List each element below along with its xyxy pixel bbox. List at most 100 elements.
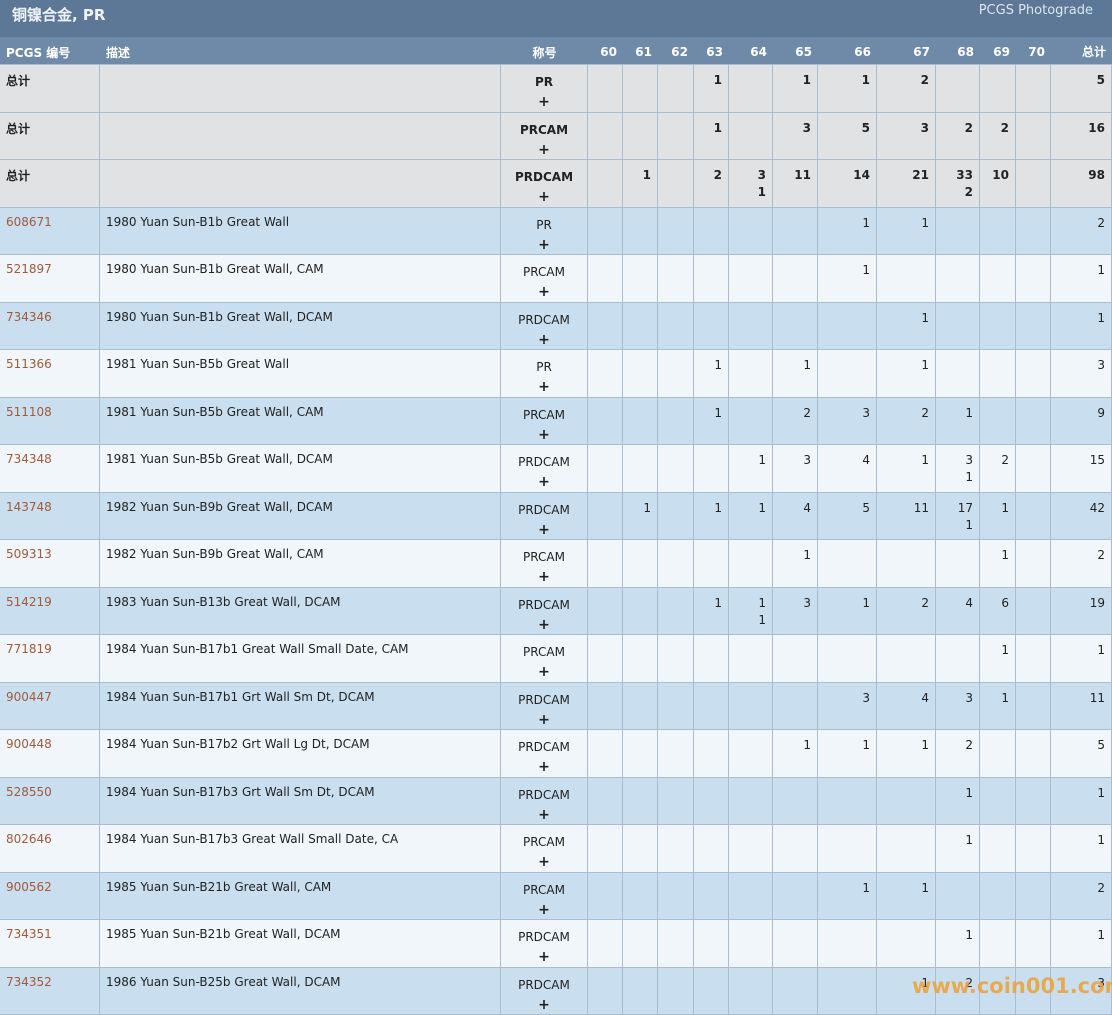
designation: PRCAM bbox=[507, 832, 581, 852]
pcgs-code[interactable]: 514219 bbox=[6, 595, 52, 609]
total-cell: 9 bbox=[1051, 398, 1112, 445]
photograde-link[interactable]: PCGS Photograde bbox=[979, 3, 1093, 18]
grade-count: 2 bbox=[986, 120, 1009, 137]
grade-cell bbox=[588, 350, 623, 397]
pcgs-code[interactable]: 900447 bbox=[6, 690, 52, 704]
expand-button[interactable]: + bbox=[507, 92, 581, 112]
description-cell: 1981 Yuan Sun-B5b Great Wall, CAM bbox=[100, 398, 501, 445]
pcgs-code[interactable]: 771819 bbox=[6, 642, 52, 656]
expand-button[interactable]: + bbox=[507, 615, 581, 635]
grade-cell bbox=[1016, 160, 1051, 207]
grade-cell bbox=[980, 778, 1016, 825]
grade-count: 1 bbox=[824, 215, 870, 232]
designation-cell: PRDCAM+ bbox=[501, 778, 588, 825]
expand-button[interactable]: + bbox=[507, 520, 581, 540]
code-cell: 734351 bbox=[0, 920, 100, 967]
grade-count: 1 bbox=[942, 405, 973, 422]
grade-cell bbox=[623, 540, 658, 587]
designation-cell: PRCAM+ bbox=[501, 113, 588, 160]
grade-cell bbox=[877, 635, 936, 682]
expand-button[interactable]: + bbox=[507, 187, 581, 207]
grade-cell bbox=[588, 730, 623, 777]
total-cell: 1 bbox=[1051, 255, 1112, 302]
column-header: 63 bbox=[694, 37, 729, 64]
grade-cell bbox=[729, 683, 773, 730]
expand-button[interactable]: + bbox=[507, 425, 581, 445]
expand-button[interactable]: + bbox=[507, 757, 581, 777]
grade-cell: 1 bbox=[623, 493, 658, 540]
pcgs-code[interactable]: 521897 bbox=[6, 262, 52, 276]
description: 1984 Yuan Sun-B17b1 Great Wall Small Dat… bbox=[106, 642, 409, 656]
expand-button[interactable]: + bbox=[507, 947, 581, 967]
expand-button[interactable]: + bbox=[507, 662, 581, 682]
expand-button[interactable]: + bbox=[507, 472, 581, 492]
grade-count: 3 bbox=[779, 452, 811, 469]
description: 1981 Yuan Sun-B5b Great Wall, DCAM bbox=[106, 452, 333, 466]
grade-cell bbox=[773, 873, 818, 920]
pcgs-code[interactable]: 511108 bbox=[6, 405, 52, 419]
grade-cell: 3 bbox=[818, 398, 877, 445]
pcgs-code[interactable]: 528550 bbox=[6, 785, 52, 799]
row-total: 11 bbox=[1057, 690, 1105, 707]
grade-cell bbox=[694, 540, 729, 587]
grade-cell: 3 bbox=[773, 113, 818, 160]
pcgs-code[interactable]: 608671 bbox=[6, 215, 52, 229]
grade-cell bbox=[623, 208, 658, 255]
grade-cell bbox=[980, 208, 1016, 255]
pcgs-code[interactable]: 511366 bbox=[6, 357, 52, 371]
description: 1981 Yuan Sun-B5b Great Wall, CAM bbox=[106, 405, 324, 419]
expand-button[interactable]: + bbox=[507, 995, 581, 1015]
expand-button[interactable]: + bbox=[507, 710, 581, 730]
expand-button[interactable]: + bbox=[507, 282, 581, 302]
code-cell: 771819 bbox=[0, 635, 100, 682]
grade-count: 1 bbox=[735, 595, 766, 612]
pcgs-code[interactable]: 734351 bbox=[6, 927, 52, 941]
grade-cell bbox=[588, 493, 623, 540]
description: 1984 Yuan Sun-B17b3 Grt Wall Sm Dt, DCAM bbox=[106, 785, 375, 799]
grade-cell bbox=[623, 113, 658, 160]
expand-button[interactable]: + bbox=[507, 900, 581, 920]
pcgs-code[interactable]: 802646 bbox=[6, 832, 52, 846]
expand-button[interactable]: + bbox=[507, 567, 581, 587]
grade-cell bbox=[729, 350, 773, 397]
grade-cell bbox=[658, 160, 694, 207]
pcgs-code[interactable]: 734346 bbox=[6, 310, 52, 324]
grade-cell bbox=[1016, 255, 1051, 302]
code-cell: 511366 bbox=[0, 350, 100, 397]
pcgs-code[interactable]: 900448 bbox=[6, 737, 52, 751]
grade-cell bbox=[729, 113, 773, 160]
expand-button[interactable]: + bbox=[507, 852, 581, 872]
pcgs-code[interactable]: 143748 bbox=[6, 500, 52, 514]
designation: PRDCAM bbox=[507, 500, 581, 520]
expand-button[interactable]: + bbox=[507, 377, 581, 397]
grade-cell bbox=[623, 825, 658, 872]
expand-button[interactable]: + bbox=[507, 140, 581, 160]
expand-button[interactable]: + bbox=[507, 805, 581, 825]
designation: PRCAM bbox=[507, 642, 581, 662]
grade-cell bbox=[623, 873, 658, 920]
row-total: 5 bbox=[1057, 72, 1105, 89]
pcgs-code[interactable]: 900562 bbox=[6, 880, 52, 894]
pcgs-code[interactable]: 734348 bbox=[6, 452, 52, 466]
grade-cell: 2 bbox=[773, 398, 818, 445]
grade-count: 1 bbox=[883, 880, 929, 897]
description: 1984 Yuan Sun-B17b2 Grt Wall Lg Dt, DCAM bbox=[106, 737, 370, 751]
row-total: 3 bbox=[1057, 357, 1105, 374]
pcgs-code[interactable]: 734352 bbox=[6, 975, 52, 989]
expand-button[interactable]: + bbox=[507, 330, 581, 350]
grade-count: 1 bbox=[700, 500, 722, 517]
grade-cell bbox=[658, 683, 694, 730]
expand-button[interactable]: + bbox=[507, 235, 581, 255]
grade-cell bbox=[588, 398, 623, 445]
grade-cell bbox=[623, 255, 658, 302]
grade-count: 4 bbox=[824, 452, 870, 469]
designation-cell: PRCAM+ bbox=[501, 540, 588, 587]
pcgs-code[interactable]: 509313 bbox=[6, 547, 52, 561]
grade-cell bbox=[818, 540, 877, 587]
description-cell bbox=[100, 160, 501, 207]
grade-count: 3 bbox=[824, 405, 870, 422]
grade-cell bbox=[694, 873, 729, 920]
total-cell: 1 bbox=[1051, 920, 1112, 967]
